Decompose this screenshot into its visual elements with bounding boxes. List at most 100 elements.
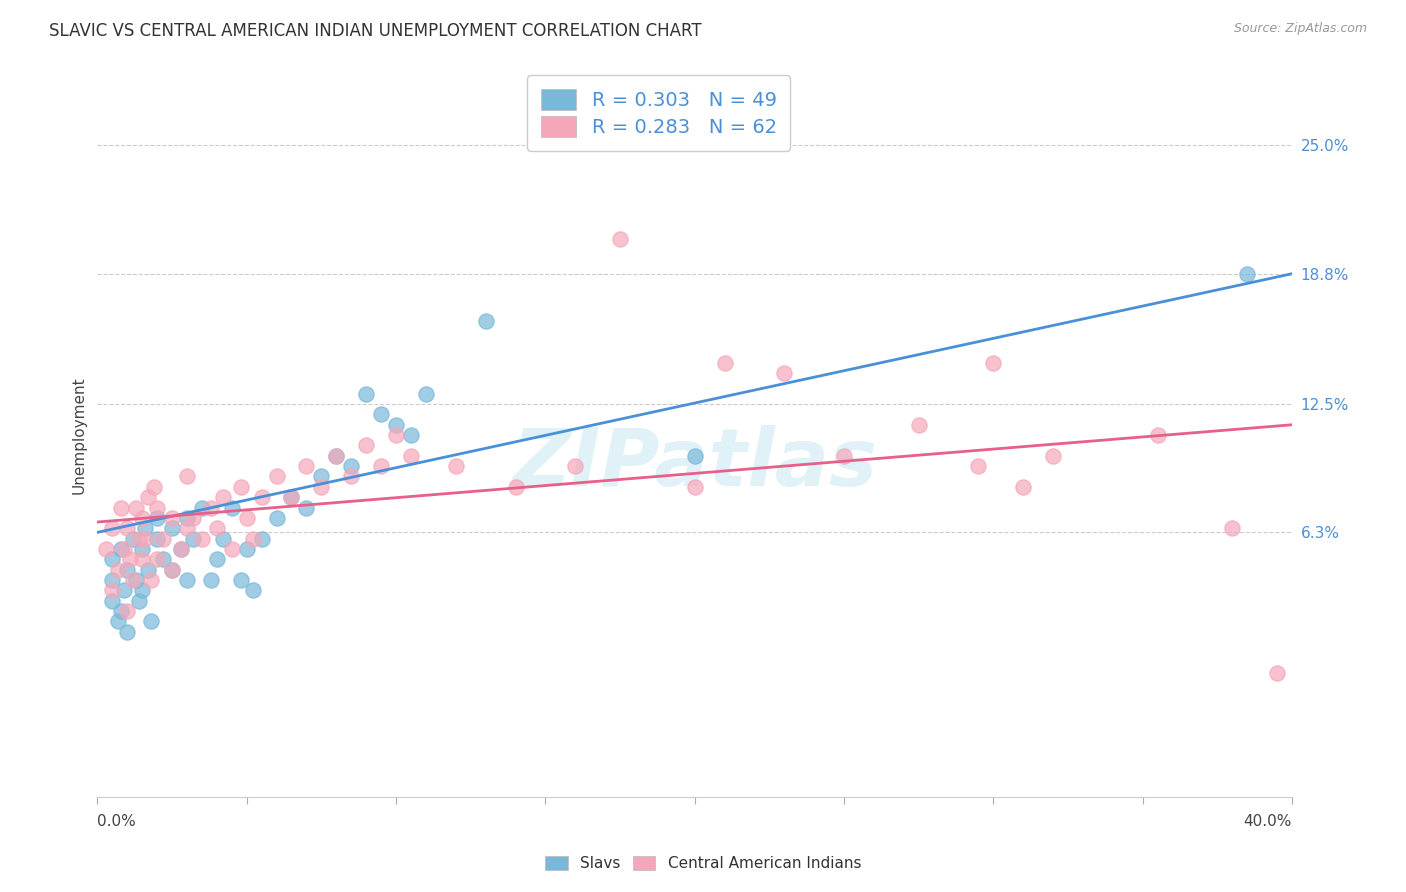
Point bbox=[354, 386, 377, 401]
Point bbox=[160, 563, 183, 577]
Legend: R = 0.303   N = 49, R = 0.283   N = 62: R = 0.303 N = 49, R = 0.283 N = 62 bbox=[527, 76, 790, 151]
Point bbox=[131, 583, 153, 598]
Point bbox=[311, 469, 333, 483]
Point bbox=[295, 500, 318, 515]
Point bbox=[773, 366, 796, 380]
Point bbox=[101, 552, 124, 566]
Point bbox=[205, 552, 228, 566]
Point bbox=[415, 386, 437, 401]
Point bbox=[242, 532, 264, 546]
Point bbox=[325, 449, 347, 463]
Point bbox=[146, 511, 169, 525]
Point bbox=[280, 490, 302, 504]
Point bbox=[170, 541, 193, 556]
Point bbox=[160, 521, 183, 535]
Point bbox=[146, 532, 169, 546]
Point bbox=[115, 624, 138, 639]
Point bbox=[110, 604, 132, 618]
Point bbox=[295, 459, 318, 474]
Point bbox=[191, 532, 214, 546]
Point bbox=[967, 459, 990, 474]
Point bbox=[146, 552, 169, 566]
Text: 40.0%: 40.0% bbox=[1244, 814, 1292, 829]
Y-axis label: Unemployment: Unemployment bbox=[72, 376, 86, 494]
Point bbox=[170, 541, 193, 556]
Point bbox=[176, 573, 198, 587]
Point bbox=[143, 480, 166, 494]
Point bbox=[399, 449, 422, 463]
Point bbox=[101, 521, 124, 535]
Point bbox=[107, 615, 129, 629]
Point bbox=[474, 314, 496, 328]
Point bbox=[266, 469, 288, 483]
Point bbox=[205, 521, 228, 535]
Point bbox=[907, 417, 929, 432]
Point bbox=[107, 563, 129, 577]
Point bbox=[399, 428, 422, 442]
Point bbox=[505, 480, 527, 494]
Point bbox=[1236, 267, 1258, 281]
Point bbox=[101, 573, 124, 587]
Text: Source: ZipAtlas.com: Source: ZipAtlas.com bbox=[1233, 22, 1367, 36]
Point bbox=[311, 480, 333, 494]
Point bbox=[1222, 521, 1244, 535]
Point bbox=[266, 511, 288, 525]
Point bbox=[136, 490, 159, 504]
Point bbox=[176, 469, 198, 483]
Point bbox=[280, 490, 302, 504]
Point bbox=[101, 593, 124, 607]
Point bbox=[139, 615, 162, 629]
Point bbox=[120, 552, 142, 566]
Point bbox=[110, 541, 132, 556]
Text: ZIPatlas: ZIPatlas bbox=[512, 425, 877, 503]
Text: SLAVIC VS CENTRAL AMERICAN INDIAN UNEMPLOYMENT CORRELATION CHART: SLAVIC VS CENTRAL AMERICAN INDIAN UNEMPL… bbox=[49, 22, 702, 40]
Point bbox=[176, 521, 198, 535]
Point bbox=[152, 532, 174, 546]
Point bbox=[122, 573, 145, 587]
Point bbox=[96, 541, 118, 556]
Point bbox=[181, 511, 204, 525]
Point bbox=[191, 500, 214, 515]
Point bbox=[221, 541, 243, 556]
Point bbox=[181, 532, 204, 546]
Point bbox=[125, 500, 148, 515]
Point bbox=[444, 459, 467, 474]
Point bbox=[235, 541, 257, 556]
Point bbox=[122, 532, 145, 546]
Point bbox=[221, 500, 243, 515]
Point bbox=[1146, 428, 1168, 442]
Point bbox=[1042, 449, 1064, 463]
Point bbox=[683, 449, 706, 463]
Point bbox=[211, 490, 233, 504]
Point bbox=[340, 469, 363, 483]
Point bbox=[110, 500, 132, 515]
Point bbox=[713, 356, 735, 370]
Legend: Slavs, Central American Indians: Slavs, Central American Indians bbox=[538, 850, 868, 877]
Point bbox=[235, 511, 257, 525]
Point bbox=[131, 511, 153, 525]
Point bbox=[101, 583, 124, 598]
Point bbox=[115, 521, 138, 535]
Point bbox=[131, 552, 153, 566]
Point bbox=[340, 459, 363, 474]
Point bbox=[128, 532, 150, 546]
Point bbox=[1265, 666, 1288, 681]
Point bbox=[229, 480, 252, 494]
Point bbox=[564, 459, 586, 474]
Point bbox=[128, 593, 150, 607]
Point bbox=[832, 449, 855, 463]
Text: 0.0%: 0.0% bbox=[97, 814, 136, 829]
Point bbox=[250, 490, 273, 504]
Point bbox=[125, 573, 148, 587]
Point bbox=[115, 604, 138, 618]
Point bbox=[134, 532, 156, 546]
Point bbox=[1012, 480, 1035, 494]
Point bbox=[983, 356, 1005, 370]
Point bbox=[112, 541, 135, 556]
Point bbox=[160, 511, 183, 525]
Point bbox=[115, 563, 138, 577]
Point bbox=[200, 573, 222, 587]
Point bbox=[112, 583, 135, 598]
Point bbox=[211, 532, 233, 546]
Point bbox=[354, 438, 377, 452]
